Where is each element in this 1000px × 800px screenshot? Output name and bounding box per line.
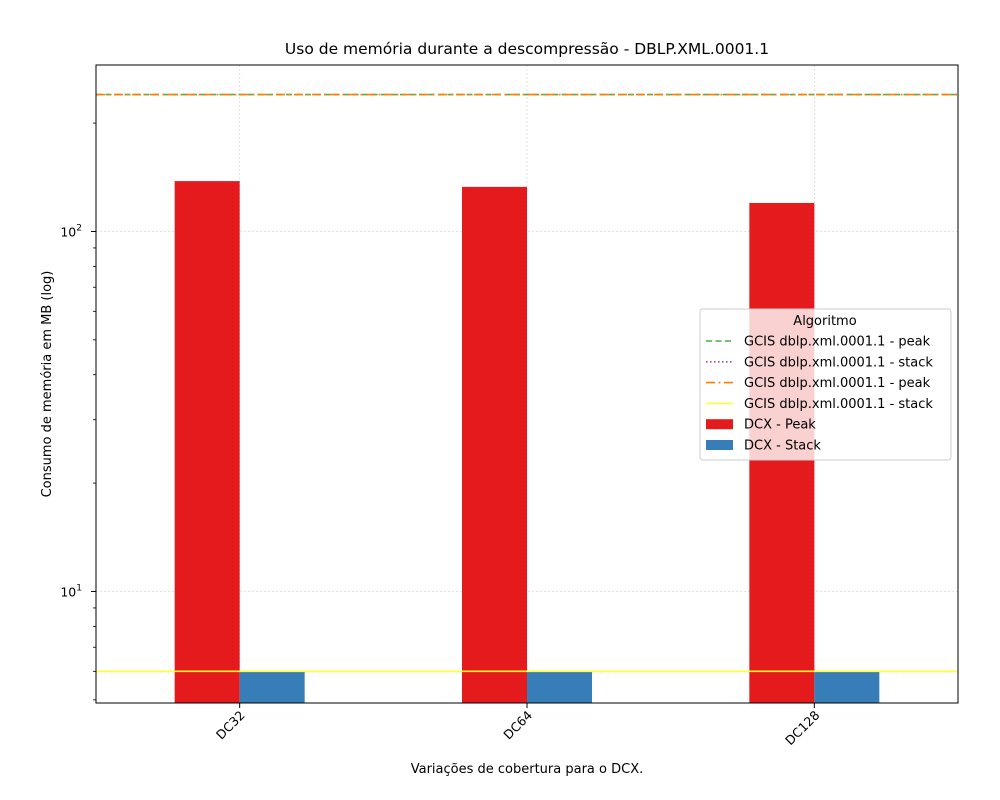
legend-entry-label: GCIS dblp.xml.0001.1 - peak bbox=[744, 376, 931, 391]
legend-patch-swatch bbox=[706, 440, 733, 450]
legend-entry-label: GCIS dblp.xml.0001.1 - stack bbox=[744, 397, 933, 412]
bar-dcx-stack bbox=[814, 671, 880, 703]
x-axis-label: Variações de cobertura para o DCX. bbox=[411, 762, 644, 777]
y-tick-exponent: 1 bbox=[76, 583, 82, 593]
legend-entry-label: DCX - Stack bbox=[744, 439, 821, 454]
y-tick-label: 102 bbox=[60, 223, 82, 239]
legend-entry-label: DCX - Peak bbox=[744, 418, 816, 433]
bar-dcx-stack bbox=[527, 671, 592, 703]
x-tick-label: DC64 bbox=[500, 707, 535, 742]
x-tick-label: DC32 bbox=[213, 708, 248, 743]
bar-dcx-stack bbox=[239, 671, 305, 703]
x-tick-label: DC128 bbox=[782, 707, 822, 747]
legend-frame bbox=[699, 308, 952, 461]
legend-patch-swatch bbox=[706, 419, 733, 430]
y-tick-label: 101 bbox=[60, 583, 82, 599]
chart-title: Uso de memória durante a descompressão -… bbox=[285, 40, 769, 58]
bar-dcx-peak bbox=[462, 186, 527, 704]
reference-lines bbox=[96, 93, 958, 673]
legend-title: Algoritmo bbox=[793, 314, 856, 329]
y-axis-label: Consumo de memória em MB (log) bbox=[40, 271, 55, 498]
bar-dcx-peak bbox=[174, 181, 240, 703]
legend-entry-label: GCIS dblp.xml.0001.1 - stack bbox=[744, 355, 933, 370]
legend-entry-label: GCIS dblp.xml.0001.1 - peak bbox=[744, 335, 931, 350]
y-tick-exponent: 2 bbox=[76, 223, 82, 233]
legend: Algoritmo GCIS dblp.xml.0001.1 - peak GCIS… bbox=[699, 308, 952, 461]
